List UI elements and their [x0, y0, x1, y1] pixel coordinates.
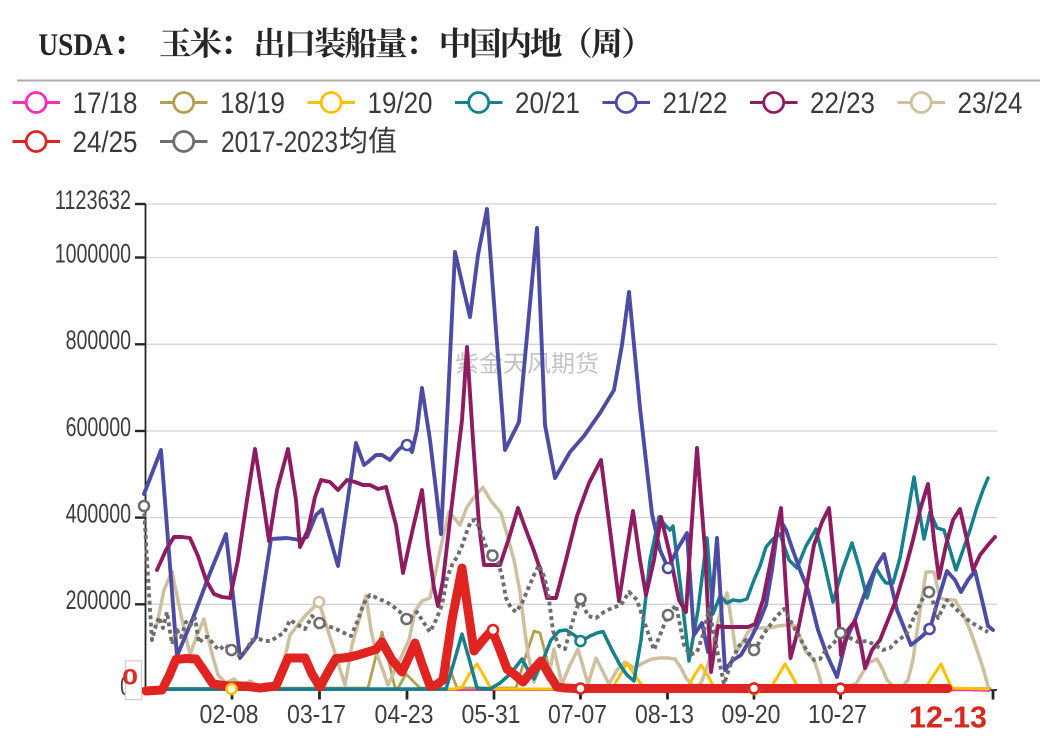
svg-text:02-08: 02-08 [200, 699, 259, 729]
svg-text:0: 0 [122, 665, 138, 690]
svg-text:21/22: 21/22 [663, 87, 728, 120]
svg-text:12-13: 12-13 [909, 700, 987, 735]
svg-text:2017-2023: 2017-2023 [221, 126, 338, 159]
svg-text:10-27: 10-27 [808, 699, 867, 729]
svg-text:05-31: 05-31 [462, 699, 521, 729]
svg-text:04-23: 04-23 [375, 699, 434, 729]
svg-text:600000: 600000 [66, 412, 131, 442]
svg-text:200000: 200000 [66, 585, 131, 615]
svg-text:19/20: 19/20 [368, 87, 433, 120]
svg-text:1000000: 1000000 [55, 238, 131, 268]
svg-text:1123632: 1123632 [55, 185, 131, 215]
svg-text:07-07: 07-07 [548, 699, 607, 729]
svg-text:18/19: 18/19 [220, 87, 285, 120]
svg-text:03-17: 03-17 [287, 699, 346, 729]
svg-text:20/21: 20/21 [515, 87, 580, 120]
svg-text:09-20: 09-20 [722, 699, 781, 729]
svg-text:23/24: 23/24 [958, 87, 1023, 120]
svg-text:17/18: 17/18 [73, 87, 138, 120]
svg-text:400000: 400000 [66, 498, 131, 528]
svg-text:22/23: 22/23 [810, 87, 875, 120]
svg-text:24/25: 24/25 [73, 126, 138, 159]
svg-text:08-13: 08-13 [635, 699, 694, 729]
svg-text:800000: 800000 [66, 325, 131, 355]
